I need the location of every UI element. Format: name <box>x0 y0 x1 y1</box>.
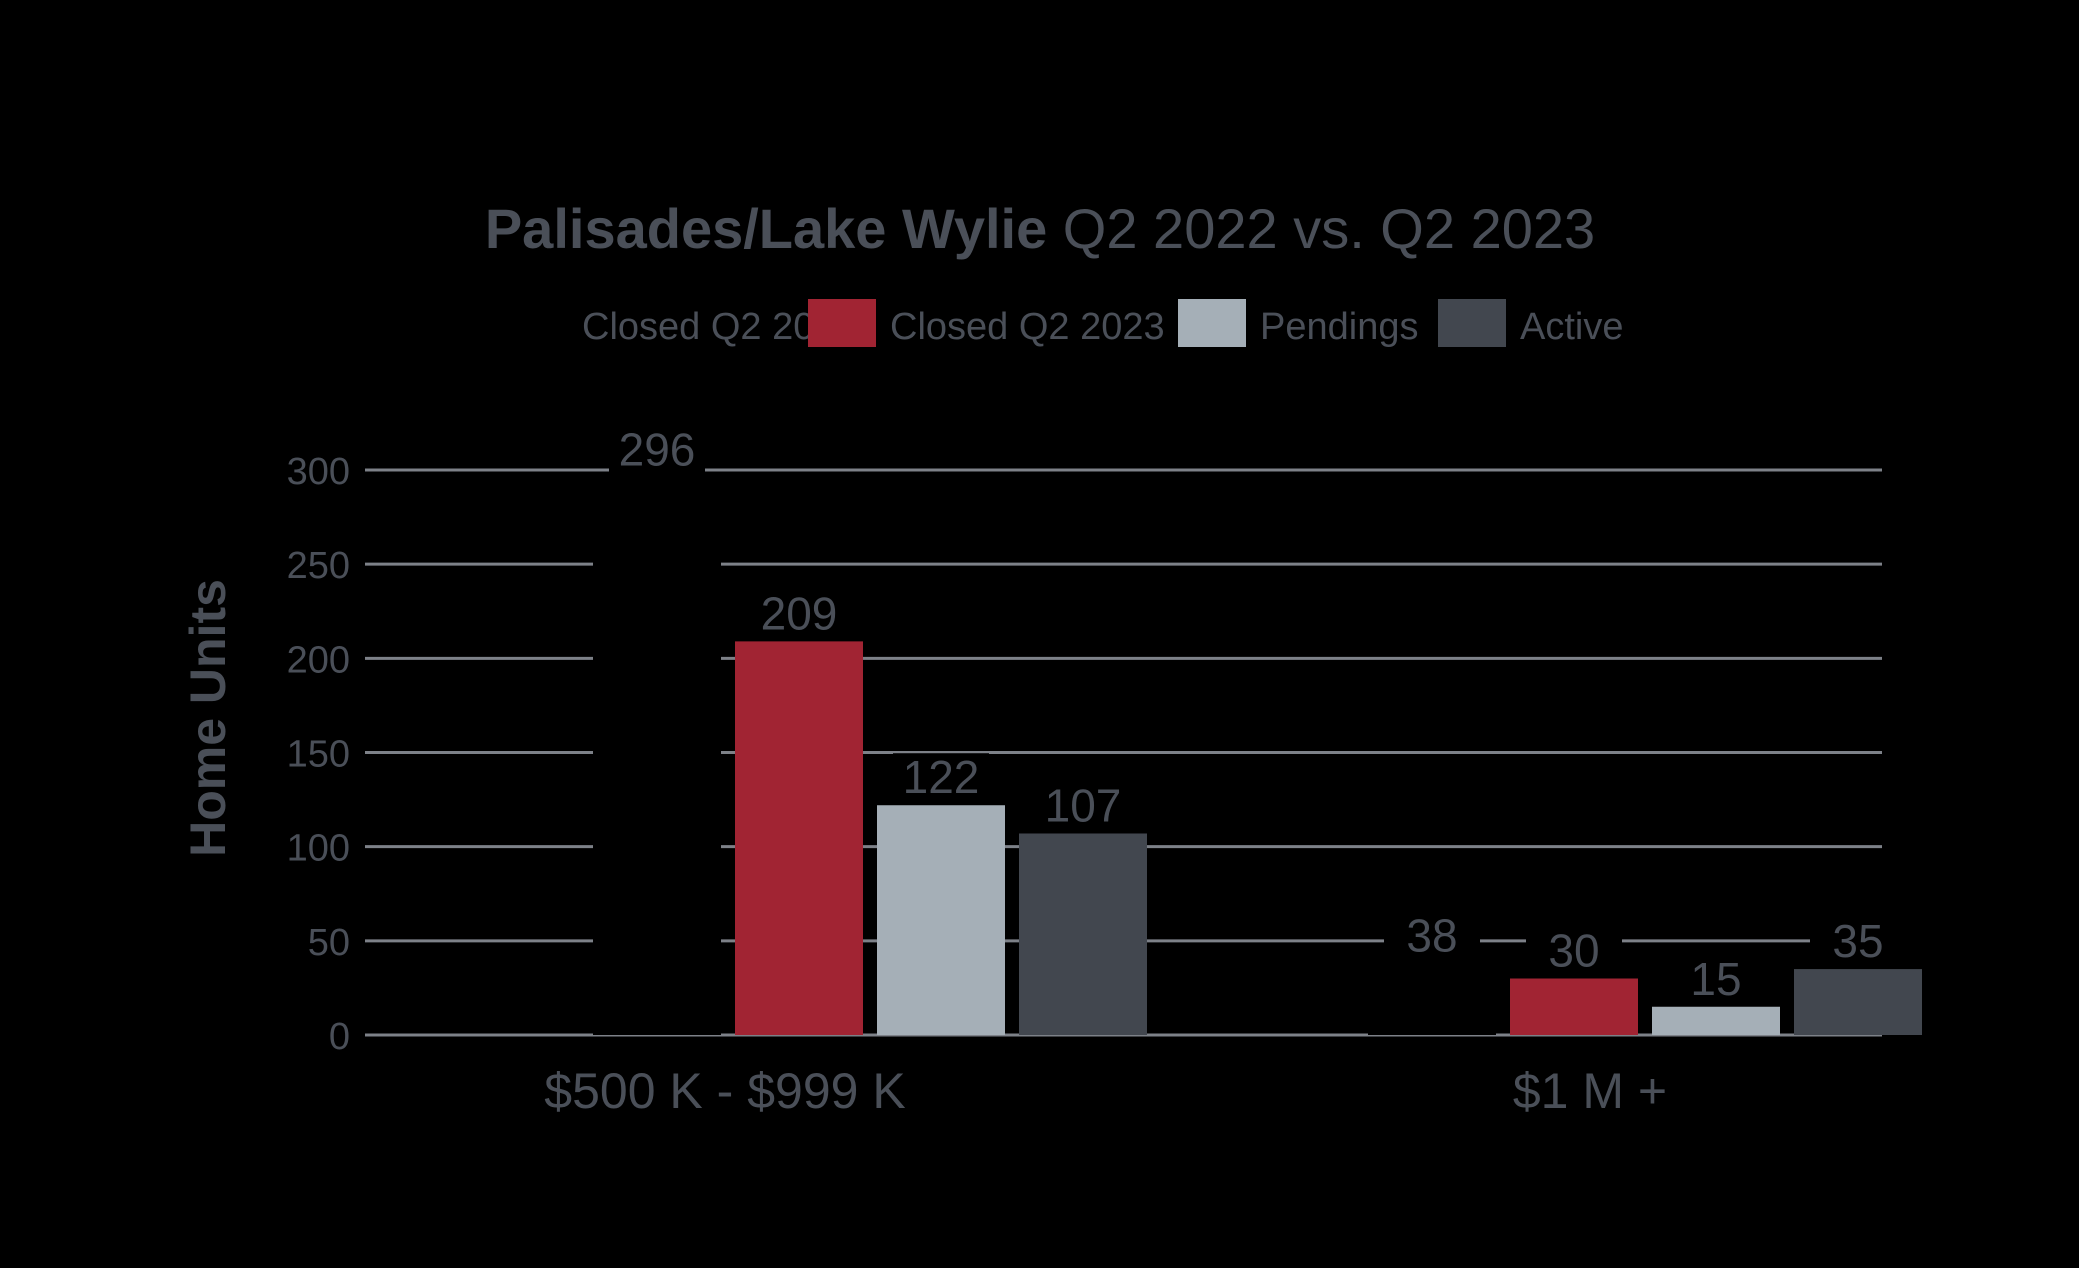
chart-title: Palisades/Lake Wylie Q2 2022 vs. Q2 2023 <box>485 197 1595 260</box>
x-tick-label: $1 M + <box>1513 1063 1667 1119</box>
y-axis-label: Home Units <box>180 579 236 857</box>
data-label: 35 <box>1832 915 1883 967</box>
data-label: 107 <box>1045 779 1122 831</box>
y-tick-labels: 0 50 100 150 200 250 300 <box>287 451 350 1058</box>
bar-1-2 <box>1652 1006 1780 1035</box>
legend-label: Pendings <box>1260 306 1418 348</box>
y-tick-label: 50 <box>308 922 350 964</box>
y-tick-label: 0 <box>329 1016 350 1058</box>
data-label-backing <box>893 753 989 804</box>
legend-swatch <box>1178 299 1246 347</box>
data-labels: 296 209 122 107 38 30 15 35 <box>609 424 1906 1005</box>
bar-0-2 <box>877 805 1005 1035</box>
data-label: 296 <box>619 424 696 476</box>
data-label: 209 <box>761 587 838 639</box>
data-label-backing <box>1810 917 1906 968</box>
bar-0-0 <box>593 477 721 1035</box>
legend-swatch <box>1438 299 1506 347</box>
data-label-backing <box>751 589 847 640</box>
y-tick-label: 300 <box>287 451 350 493</box>
legend-label: Active <box>1520 306 1623 348</box>
data-label-backing <box>1384 911 1480 962</box>
data-label: 38 <box>1406 909 1457 961</box>
data-label: 122 <box>903 751 980 803</box>
x-tick-label: $500 K - $999 K <box>544 1063 905 1119</box>
bar-1-3 <box>1794 969 1922 1035</box>
chart-title-rest: Q2 2022 vs. Q2 2023 <box>1047 197 1595 260</box>
y-tick-label: 250 <box>287 545 350 587</box>
legend-label: Closed Q2 2023 <box>890 306 1165 348</box>
chart-title-bold: Palisades/Lake Wylie <box>485 197 1047 260</box>
data-label-backing <box>1526 926 1622 977</box>
legend-swatch <box>500 299 568 347</box>
y-tick-label: 200 <box>287 639 350 681</box>
bars <box>593 477 1922 1035</box>
bar-0-1 <box>735 641 863 1035</box>
y-tick-label: 100 <box>287 828 350 870</box>
legend: Closed Q2 2022 Closed Q2 2023 Pendings Acti… <box>500 299 1623 348</box>
data-label: 15 <box>1690 953 1741 1005</box>
bar-1-1 <box>1510 978 1638 1035</box>
data-label-backing <box>1668 954 1764 1005</box>
bar-0-3 <box>1019 833 1147 1035</box>
x-tick-labels: $500 K - $999 K $1 M + <box>544 1063 1667 1119</box>
data-label-backing <box>609 425 705 476</box>
legend-swatch <box>808 299 876 347</box>
y-tick-label: 150 <box>287 734 350 776</box>
data-label-backing <box>1035 781 1131 832</box>
bar-1-0 <box>1368 963 1496 1035</box>
data-label: 30 <box>1548 925 1599 977</box>
